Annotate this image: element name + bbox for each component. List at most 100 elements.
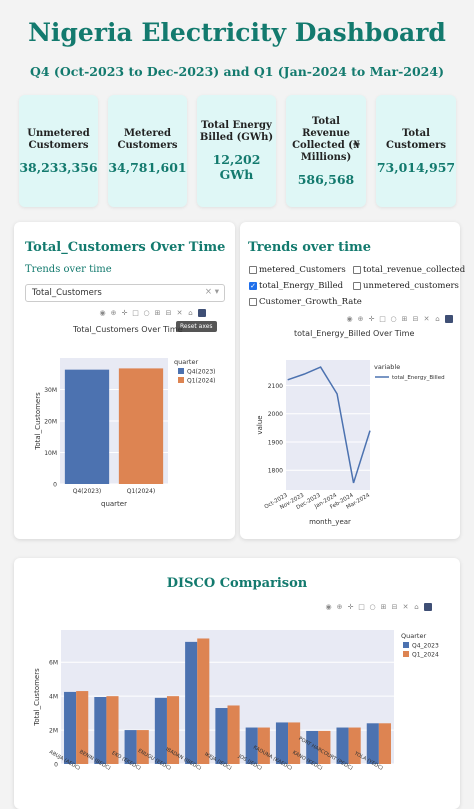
y-tick-label: 1800 xyxy=(268,468,283,475)
zoom-icon[interactable]: ⊕ xyxy=(110,308,117,317)
bar-Q4_2023 xyxy=(185,641,198,764)
y-gridlines xyxy=(286,384,370,471)
reset-axes-tooltip: Reset axes xyxy=(176,321,217,332)
select-value: Total_Customers xyxy=(32,288,102,298)
x-tick-label: Q4(2023) xyxy=(73,488,102,495)
bar-Q4_2023 xyxy=(306,730,319,764)
checkbox-label: total_revenue_collected xyxy=(363,265,466,275)
checkbox-box[interactable] xyxy=(249,266,257,274)
box-select-icon[interactable]: □ xyxy=(132,308,139,317)
legend-entry: Q1(2024) xyxy=(187,378,216,385)
checkbox-box[interactable] xyxy=(353,282,361,290)
pan-icon[interactable]: ✛ xyxy=(121,308,128,317)
y-tick-label: 30M xyxy=(44,387,57,394)
y-ticks: 0 2M 4M 6M xyxy=(49,660,58,769)
series-line xyxy=(287,366,371,484)
y-tick-label: 2000 xyxy=(268,411,283,418)
checkbox-box[interactable] xyxy=(353,266,361,274)
autoscale-icon[interactable]: ✕ xyxy=(423,314,430,323)
checkbox-unmetered[interactable]: unmetered_customers xyxy=(353,281,459,291)
pan-icon[interactable]: ✛ xyxy=(347,602,354,611)
checkbox-total-revenue[interactable]: total_revenue_collected xyxy=(353,265,465,275)
page-subtitle: Q4 (Oct-2023 to Dec-2023) and Q1 (Jan-20… xyxy=(29,64,444,79)
plotly-logo-icon[interactable] xyxy=(424,603,432,611)
home-icon[interactable]: ⌂ xyxy=(188,308,193,317)
bar-Q1_2024 xyxy=(136,730,149,764)
checkbox-metered-customers[interactable]: metered_Customers xyxy=(249,265,346,275)
plotly-logo-icon[interactable] xyxy=(445,315,453,323)
bar-Q1_2024 xyxy=(257,727,270,764)
kpi-card-total: Total Customers 73,014,957 xyxy=(376,95,456,207)
pan-icon[interactable]: ✛ xyxy=(368,314,375,323)
kpi-card-revenue: Total Revenue Collected (₦ Millions) 586… xyxy=(286,95,366,207)
legend-swatch xyxy=(403,651,409,657)
camera-icon[interactable]: ◉ xyxy=(99,308,106,317)
box-select-icon[interactable]: □ xyxy=(379,314,386,323)
bar-Q1_2024 xyxy=(197,638,210,764)
kpi-card-metered: Metered Customers 34,781,601 xyxy=(108,95,187,207)
autoscale-icon[interactable]: ✕ xyxy=(176,308,183,317)
zoom-icon[interactable]: ⊕ xyxy=(336,602,343,611)
home-icon[interactable]: ⌂ xyxy=(435,314,440,323)
clear-icon[interactable]: × xyxy=(204,287,213,297)
zoom-icon[interactable]: ⊕ xyxy=(357,314,364,323)
zoom-in-icon[interactable]: ⊞ xyxy=(154,308,161,317)
checkbox-energy-billed[interactable]: ✓ total_Energy_Billed xyxy=(249,281,343,291)
legend: Q4_2023 Q1_2024 xyxy=(403,642,439,659)
legend-entry: Q1_2024 xyxy=(412,652,439,659)
box-select-icon[interactable]: □ xyxy=(358,602,365,611)
y-tick-label: 6M xyxy=(49,660,58,667)
disco-bar-chart: ABUJA (AEDC)BENIN (BEDC) EKO (EKEDC)ENUGU… xyxy=(33,630,439,772)
bar-Q4_2023 xyxy=(245,727,258,764)
bar-Q1_2024 xyxy=(288,722,301,764)
zoom-in-icon[interactable]: ⊞ xyxy=(401,314,408,323)
chevron-down-icon[interactable]: ▾ xyxy=(214,287,219,297)
checkmark-icon[interactable]: ✓ xyxy=(249,282,257,290)
y-tick-label: 20M xyxy=(44,419,57,426)
kpi-label: Total Revenue Collected (₦ Millions) xyxy=(292,115,360,163)
bar-Q1_2024 xyxy=(166,696,180,764)
metric-select[interactable]: Total_Customers × ▾ xyxy=(25,284,225,302)
bar-Q1_2024 xyxy=(378,723,391,764)
zoom-out-icon[interactable]: ⊟ xyxy=(391,602,398,611)
kpi-value: 73,014,957 xyxy=(376,159,456,175)
camera-icon[interactable]: ◉ xyxy=(346,314,353,323)
bar-Q4_2023 xyxy=(124,730,137,764)
kpi-card-unmetered: Unmetered Customers 38,233,356 xyxy=(19,95,98,207)
bar-Q1_2024 xyxy=(227,705,240,764)
kpi-value: 586,568 xyxy=(297,171,355,187)
bars xyxy=(64,638,391,764)
zoom-in-icon[interactable]: ⊞ xyxy=(380,602,387,611)
plotly-logo-icon[interactable] xyxy=(198,309,206,317)
zoom-out-icon[interactable]: ⊟ xyxy=(412,314,419,323)
card-title: Trends over time xyxy=(248,240,372,255)
kpi-value: 38,233,356 xyxy=(19,159,98,175)
checkbox-box[interactable] xyxy=(249,298,257,306)
y-tick-label: 10M xyxy=(44,450,57,457)
bar-Q4_2023 xyxy=(94,697,107,764)
camera-icon[interactable]: ◉ xyxy=(325,602,332,611)
lasso-icon[interactable]: ○ xyxy=(143,308,150,317)
bar-Q4_2023 xyxy=(275,722,289,764)
autoscale-icon[interactable]: ✕ xyxy=(402,602,409,611)
x-ticks: Q4(2023) Q1(2024) xyxy=(73,488,156,495)
bar-Q1(2024) xyxy=(118,368,164,484)
home-icon[interactable]: ⌂ xyxy=(414,602,419,611)
x-tick-label: Q1(2024) xyxy=(127,488,156,495)
legend-swatch xyxy=(178,368,184,374)
zoom-out-icon[interactable]: ⊟ xyxy=(165,308,172,317)
x-ticks: Oct-2023Nov-2023Dec-2023Jan-2024Feb-2024… xyxy=(264,492,372,511)
y-tick-label: 4M xyxy=(49,694,58,701)
y-tick-label: 2M xyxy=(49,728,58,735)
bar-Q1_2024 xyxy=(318,730,331,764)
lasso-icon[interactable]: ○ xyxy=(369,602,376,611)
modebar-bottom: ◉ ⊕ ✛ □ ○ ⊞ ⊟ ✕ ⌂ xyxy=(325,603,432,611)
lasso-icon[interactable]: ○ xyxy=(390,314,397,323)
y-ticks: 0 10M 20M 30M xyxy=(44,387,57,489)
checkbox-growth-rate[interactable]: Customer_Growth_Rate xyxy=(249,297,362,307)
total-customers-card: Total_Customers Over Time Trends over ti… xyxy=(14,222,235,539)
y-axis-label: Total_Customers xyxy=(33,668,41,727)
y-axis-label: Total_Customers xyxy=(34,392,42,451)
y-axis-label: value xyxy=(256,415,264,434)
bars xyxy=(64,368,164,484)
